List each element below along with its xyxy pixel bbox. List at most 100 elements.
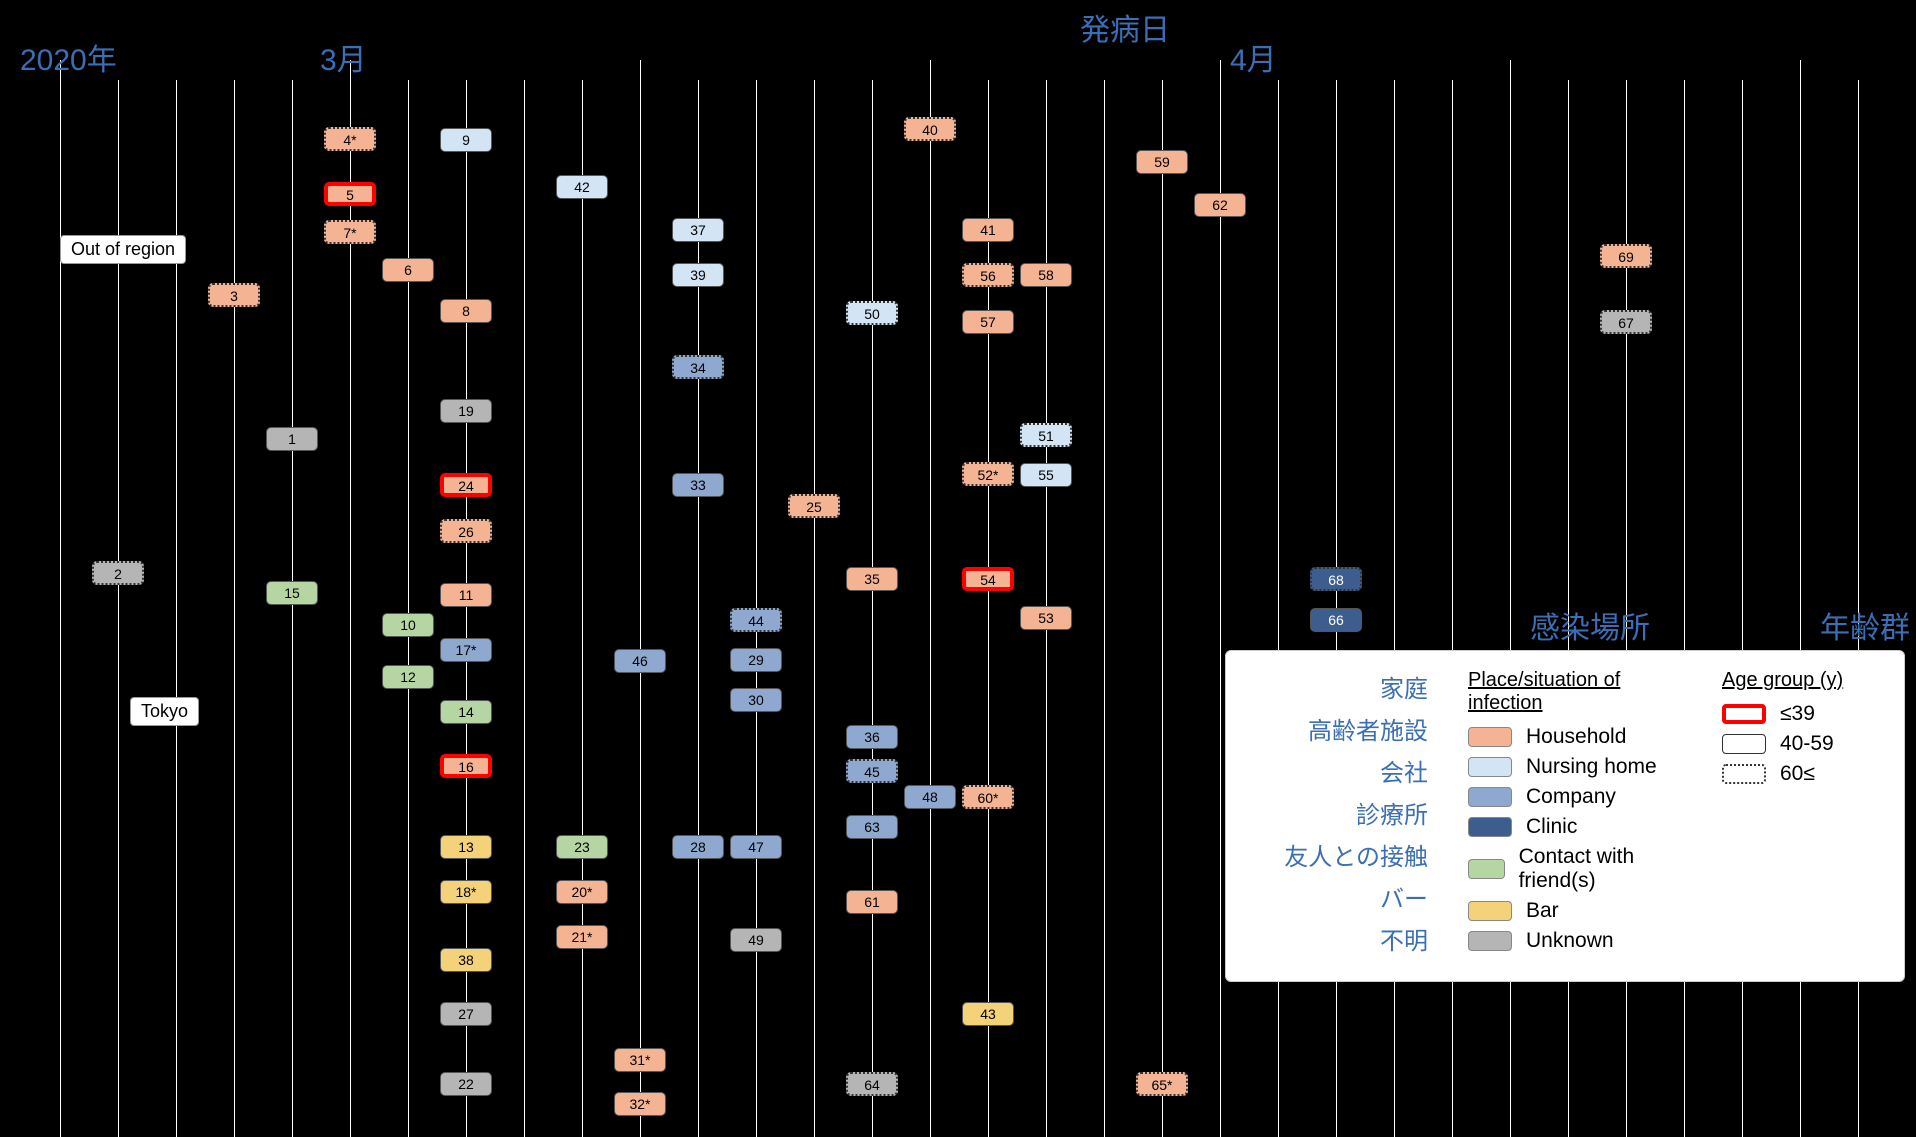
gridline [292, 80, 293, 1137]
case-9: 9 [440, 128, 492, 152]
case-21: 21* [556, 925, 608, 949]
case-53: 53 [1020, 606, 1072, 630]
case-68: 68 [1310, 567, 1362, 591]
legend-en-6: Unknown [1526, 929, 1614, 953]
age-swatch-1 [1722, 734, 1766, 754]
legend-jp-0: 家庭 [1248, 669, 1428, 711]
case-12: 12 [382, 665, 434, 689]
case-25: 25 [788, 494, 840, 518]
case-4: 4* [324, 127, 376, 151]
case-1: 1 [266, 427, 318, 451]
case-62: 62 [1194, 193, 1246, 217]
legend-age-title: Age group (y) [1722, 669, 1882, 692]
gridline [814, 80, 815, 1137]
case-46: 46 [614, 649, 666, 673]
case-50: 50 [846, 301, 898, 325]
case-59: 59 [1136, 150, 1188, 174]
gridline [640, 60, 641, 1137]
gridline [466, 80, 467, 1137]
gridline [1162, 80, 1163, 1137]
legend-place-row-1: Nursing home [1468, 755, 1682, 779]
case-13: 13 [440, 835, 492, 859]
case-60: 60* [962, 785, 1014, 809]
case-26: 26 [440, 519, 492, 543]
label-month3: 3月 [320, 35, 367, 79]
case-3: 3 [208, 283, 260, 307]
legend-age-row-0: ≤39 [1722, 702, 1882, 726]
gridline [872, 80, 873, 1137]
legend-age-1: 40-59 [1780, 732, 1834, 756]
case-27: 27 [440, 1002, 492, 1026]
legend-en-3: Clinic [1526, 815, 1577, 839]
legend-jp-2: 会社 [1248, 753, 1428, 795]
case-5: 5 [324, 182, 376, 206]
case-47: 47 [730, 835, 782, 859]
case-29: 29 [730, 648, 782, 672]
case-52: 52* [962, 462, 1014, 486]
case-61: 61 [846, 890, 898, 914]
case-56: 56 [962, 263, 1014, 287]
case-24: 24 [440, 473, 492, 497]
case-55: 55 [1020, 463, 1072, 487]
case-54: 54 [962, 567, 1014, 591]
legend-jp-1: 高齢者施設 [1248, 711, 1428, 753]
swatch-friend [1468, 859, 1505, 879]
case-35: 35 [846, 567, 898, 591]
legend-place-row-6: Unknown [1468, 929, 1682, 953]
case-11: 11 [440, 583, 492, 607]
gridline [1220, 60, 1221, 1137]
case-40: 40 [904, 117, 956, 141]
legend-jp-3: 診療所 [1248, 795, 1428, 837]
annotation-out_of_region: Out of region [60, 235, 186, 264]
case-16: 16 [440, 754, 492, 778]
case-14: 14 [440, 700, 492, 724]
swatch-unknown [1468, 931, 1512, 951]
case-41: 41 [962, 218, 1014, 242]
case-2: 2 [92, 561, 144, 585]
case-36: 36 [846, 725, 898, 749]
case-39: 39 [672, 263, 724, 287]
case-65: 65* [1136, 1072, 1188, 1096]
case-44: 44 [730, 608, 782, 632]
case-34: 34 [672, 355, 724, 379]
legend-place-row-0: Household [1468, 725, 1682, 749]
case-64: 64 [846, 1072, 898, 1096]
label-place_jp: 感染場所 [1530, 603, 1650, 647]
swatch-nursing_home [1468, 757, 1512, 777]
legend-en-1: Nursing home [1526, 755, 1657, 779]
label-onset: 発病日 [1080, 5, 1170, 49]
case-38: 38 [440, 948, 492, 972]
case-31: 31* [614, 1048, 666, 1072]
case-67: 67 [1600, 310, 1652, 334]
legend-place-col: Place/situation of infectionHouseholdNur… [1468, 669, 1682, 963]
legend-age-row-2: 60≤ [1722, 762, 1882, 786]
case-18: 18* [440, 880, 492, 904]
legend-place-row-2: Company [1468, 785, 1682, 809]
legend-en-5: Bar [1526, 899, 1559, 923]
gridline [60, 60, 61, 1137]
legend-jp-5: バー [1248, 879, 1428, 921]
legend: 家庭高齢者施設会社診療所友人との接触バー不明Place/situation of… [1225, 650, 1905, 982]
legend-jp-6: 不明 [1248, 921, 1428, 963]
case-63: 63 [846, 815, 898, 839]
swatch-company [1468, 787, 1512, 807]
swatch-household [1468, 727, 1512, 747]
gridline [408, 80, 409, 1137]
case-66: 66 [1310, 608, 1362, 632]
label-month4: 4月 [1230, 35, 1277, 79]
case-20: 20* [556, 880, 608, 904]
case-58: 58 [1020, 263, 1072, 287]
case-69: 69 [1600, 244, 1652, 268]
case-8: 8 [440, 299, 492, 323]
case-22: 22 [440, 1072, 492, 1096]
gridline [582, 80, 583, 1137]
case-6: 6 [382, 258, 434, 282]
case-37: 37 [672, 218, 724, 242]
annotation-tokyo: Tokyo [130, 697, 199, 726]
case-33: 33 [672, 473, 724, 497]
case-43: 43 [962, 1002, 1014, 1026]
case-51: 51 [1020, 423, 1072, 447]
case-42: 42 [556, 175, 608, 199]
gridline [234, 80, 235, 1137]
legend-place-row-4: Contact with friend(s) [1468, 845, 1682, 893]
